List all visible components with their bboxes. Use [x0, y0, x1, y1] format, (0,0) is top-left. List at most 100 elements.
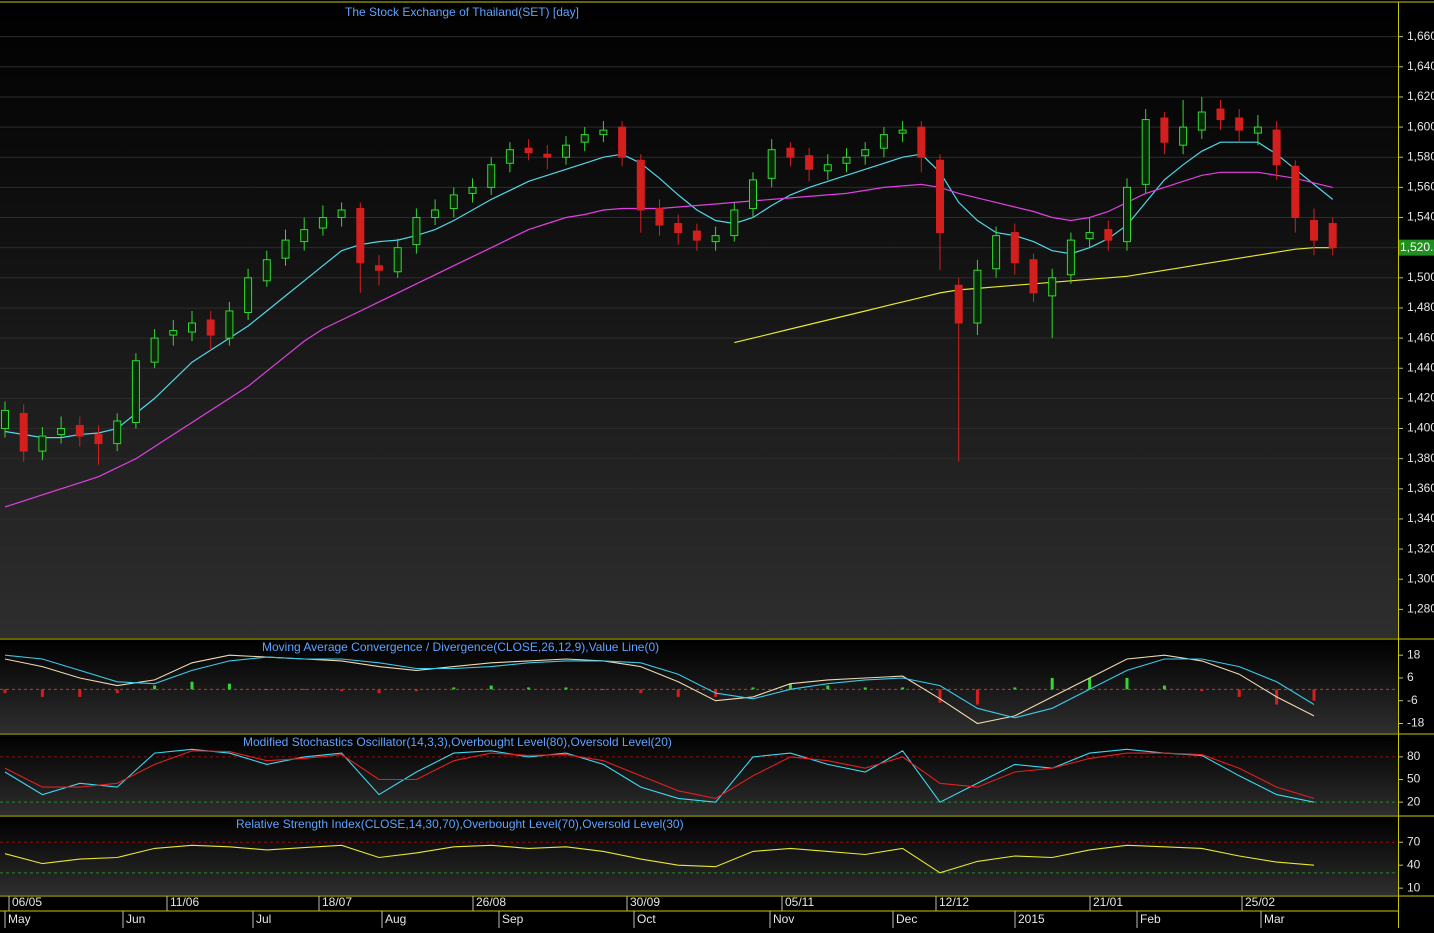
- y-tick-label: 1,320: [1407, 541, 1434, 555]
- x-tick-label: 25/02: [1245, 895, 1275, 909]
- candle-body: [188, 322, 196, 333]
- x-tick-label: Sep: [502, 912, 524, 926]
- candle-body: [1010, 232, 1019, 264]
- histogram-bar: [975, 689, 979, 705]
- histogram-bar: [938, 689, 942, 703]
- histogram-bar: [1050, 677, 1054, 690]
- candle-body: [393, 247, 402, 273]
- candle-body: [1253, 126, 1262, 134]
- y-tick-label: 18: [1407, 647, 1421, 661]
- candle-body: [1179, 126, 1188, 146]
- y-tick-label: 6: [1407, 670, 1414, 684]
- x-tick-label: Oct: [637, 912, 656, 926]
- y-tick-label: 80: [1407, 749, 1421, 763]
- candle-body: [879, 134, 888, 149]
- histogram-bar: [40, 689, 44, 697]
- y-tick-label: 50: [1407, 772, 1421, 786]
- histogram-bar: [115, 689, 119, 694]
- histogram-bar: [639, 689, 643, 694]
- candle-body: [375, 265, 383, 271]
- plot-layer: 1,280 1,300 1,320 1,340 1,360 1,380 1,400 1,420…: [0, 29, 1434, 928]
- candle-body: [1, 409, 9, 430]
- x-tick-label: 11/06: [170, 895, 199, 909]
- candle-body: [842, 156, 851, 164]
- candle-body: [636, 159, 645, 211]
- candle-body: [730, 209, 739, 237]
- x-tick-label: 2015: [1018, 912, 1045, 926]
- y-tick-label: 1,300: [1407, 571, 1434, 585]
- y-tick-label: 1,640: [1407, 59, 1434, 73]
- histogram-bar: [751, 687, 755, 690]
- y-tick-label: 1,480: [1407, 300, 1434, 314]
- x-tick-label: Nov: [773, 912, 794, 926]
- candle-body: [281, 239, 290, 259]
- histogram-bar: [3, 689, 7, 694]
- candle-body: [1123, 186, 1131, 243]
- y-tick-label: 1,440: [1407, 360, 1434, 374]
- candle-body: [1197, 111, 1206, 131]
- histogram-bar: [788, 683, 792, 690]
- histogram-bar: [153, 685, 157, 690]
- panel-title: Moving Average Convergence / Divergence(…: [262, 640, 659, 654]
- histogram-bar: [78, 689, 82, 697]
- last-price-label: 1,520.: [1400, 240, 1433, 254]
- y-tick-label: 1,360: [1407, 481, 1434, 495]
- candle-body: [692, 230, 701, 241]
- histogram-bar: [489, 685, 493, 690]
- histogram-bar: [863, 687, 867, 690]
- x-tick-label: 30/09: [630, 895, 660, 909]
- candle-body: [505, 149, 514, 164]
- candle-body: [57, 428, 66, 436]
- candle-body: [618, 126, 627, 158]
- histogram-bar: [901, 687, 905, 690]
- candle-body: [936, 159, 944, 234]
- histogram-bar: [340, 689, 344, 692]
- macd-panel: [0, 640, 1398, 733]
- y-tick-label: 1,280: [1407, 602, 1434, 616]
- candle-body: [655, 207, 664, 226]
- x-tick-label: May: [8, 912, 31, 926]
- histogram-bar: [414, 689, 418, 692]
- candle-body: [262, 259, 271, 282]
- candle-body: [75, 424, 84, 437]
- histogram-bar: [1162, 685, 1166, 690]
- y-tick-label: 1,500: [1407, 270, 1434, 284]
- candle-body: [917, 126, 926, 158]
- candle-body: [244, 277, 253, 313]
- y-tick-label: 70: [1407, 834, 1421, 848]
- y-tick-label: 1,620: [1407, 89, 1434, 103]
- y-tick-label: 1,660: [1407, 29, 1434, 43]
- candle-body: [449, 194, 458, 209]
- y-tick-label: -18: [1407, 716, 1425, 730]
- histogram-bar: [1237, 689, 1241, 697]
- histogram-bar: [676, 689, 680, 697]
- histogram-bar: [601, 689, 605, 690]
- histogram-bar: [527, 687, 531, 690]
- histogram-bar: [1088, 677, 1092, 690]
- candle-body: [973, 269, 982, 324]
- indicator-line: [4, 654, 1315, 719]
- candle-body: [1272, 129, 1281, 166]
- histogram-bar: [826, 685, 830, 690]
- candle-body: [992, 235, 1001, 270]
- candle-body: [786, 147, 795, 158]
- y-tick-label: 1,560: [1407, 180, 1434, 194]
- candle-body: [225, 310, 234, 339]
- x-tick-label: 18/07: [322, 895, 352, 909]
- indicator-line: [4, 654, 1315, 725]
- y-tick-label: 10: [1407, 880, 1421, 894]
- histogram-bar: [1200, 689, 1204, 692]
- y-tick-label: 40: [1407, 857, 1421, 871]
- candle-body: [1048, 277, 1057, 297]
- candle-body: [318, 217, 327, 229]
- panel-title: Modified Stochastics Oscillator(14,3,3),…: [243, 735, 672, 749]
- y-tick-label: 1,600: [1407, 119, 1434, 133]
- candle-body: [113, 420, 122, 445]
- candle-body: [487, 164, 496, 188]
- x-tick-label: 21/01: [1093, 895, 1123, 909]
- y-tick-label: 1,340: [1407, 511, 1434, 525]
- x-tick-label: Dec: [896, 912, 917, 926]
- candle-body: [543, 153, 552, 158]
- histogram-bar: [265, 689, 269, 690]
